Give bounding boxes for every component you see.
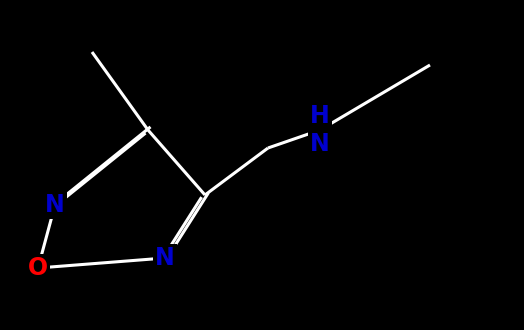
Text: N: N: [45, 193, 65, 217]
Text: H
N: H N: [310, 104, 330, 156]
Text: N: N: [155, 246, 175, 270]
Text: O: O: [28, 256, 48, 280]
